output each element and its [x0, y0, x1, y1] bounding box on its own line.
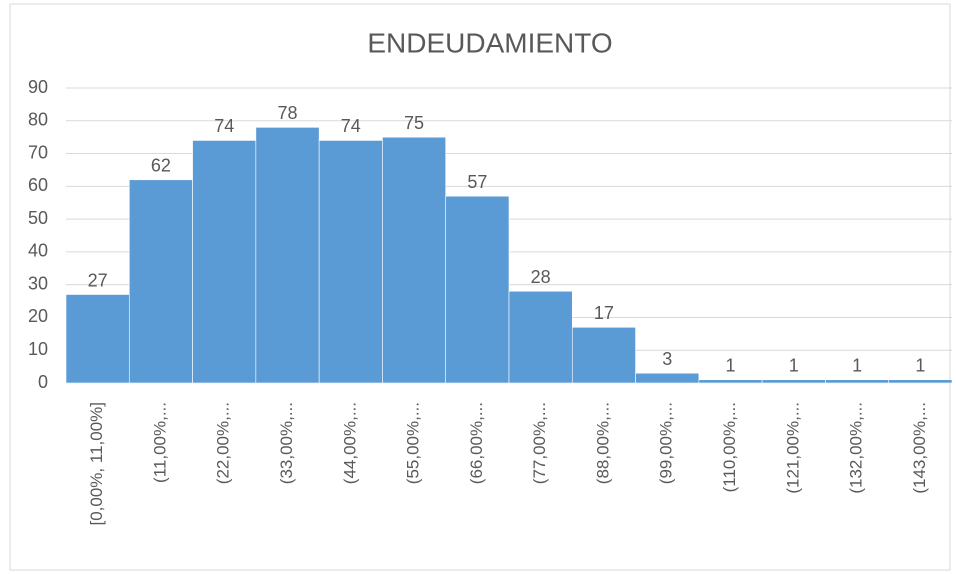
- bar: [382, 136, 447, 384]
- bar: [508, 290, 573, 384]
- y-tick-label: 40: [28, 241, 48, 261]
- y-tick-label: 80: [28, 110, 48, 130]
- x-tick-label: (77,00%,...: [530, 402, 549, 484]
- data-label: 1: [915, 355, 925, 375]
- data-label: 57: [467, 172, 487, 192]
- x-tick-label: (121,00%,...: [783, 402, 802, 494]
- bar: [635, 372, 700, 384]
- y-tick-label: 0: [38, 372, 48, 392]
- x-tick-label: (143,00%,...: [910, 402, 929, 494]
- x-tick-label: (33,00%,...: [277, 402, 296, 484]
- data-label: 75: [404, 113, 424, 133]
- bar: [255, 127, 320, 384]
- data-label: 3: [662, 349, 672, 369]
- y-tick-label: 10: [28, 339, 48, 359]
- data-label: 78: [277, 103, 297, 123]
- bar: [571, 326, 636, 384]
- x-tick-label: (66,00%,...: [467, 402, 486, 484]
- y-tick-label: 70: [28, 142, 48, 162]
- y-tick-label: 90: [28, 77, 48, 97]
- bar: [318, 140, 383, 384]
- data-label: 28: [531, 267, 551, 287]
- x-tick-label: (132,00%,...: [847, 402, 866, 494]
- data-label: 17: [594, 303, 614, 323]
- data-label: 1: [852, 355, 862, 375]
- bar: [825, 379, 890, 384]
- x-tick-label: (22,00%,...: [214, 402, 233, 484]
- bar: [65, 294, 130, 384]
- y-tick-label: 20: [28, 306, 48, 326]
- data-label: 74: [214, 116, 234, 136]
- bar: [192, 140, 257, 384]
- bar: [761, 379, 826, 384]
- bar: [445, 195, 510, 384]
- data-label: 62: [151, 156, 171, 176]
- x-tick-label: [0,00%, 11,00%]: [87, 402, 106, 526]
- data-label: 1: [789, 355, 799, 375]
- bar: [698, 379, 763, 384]
- bar: [888, 379, 953, 384]
- data-label: 27: [88, 270, 108, 290]
- x-tick-label: (110,00%,...: [720, 402, 739, 492]
- bar: [128, 179, 193, 384]
- x-tick-label: (11,00%,...: [150, 402, 169, 483]
- x-tick-label: (55,00%,...: [404, 402, 423, 484]
- y-tick-label: 50: [28, 208, 48, 228]
- data-label: 74: [341, 116, 361, 136]
- data-label: 1: [725, 355, 735, 375]
- y-tick-label: 60: [28, 175, 48, 195]
- chart-title: ENDEUDAMIENTO: [367, 27, 612, 58]
- x-tick-label: (99,00%,...: [657, 402, 676, 484]
- y-tick-label: 30: [28, 273, 48, 293]
- x-tick-label: (88,00%,...: [593, 402, 612, 484]
- x-tick-label: (44,00%,...: [340, 402, 359, 484]
